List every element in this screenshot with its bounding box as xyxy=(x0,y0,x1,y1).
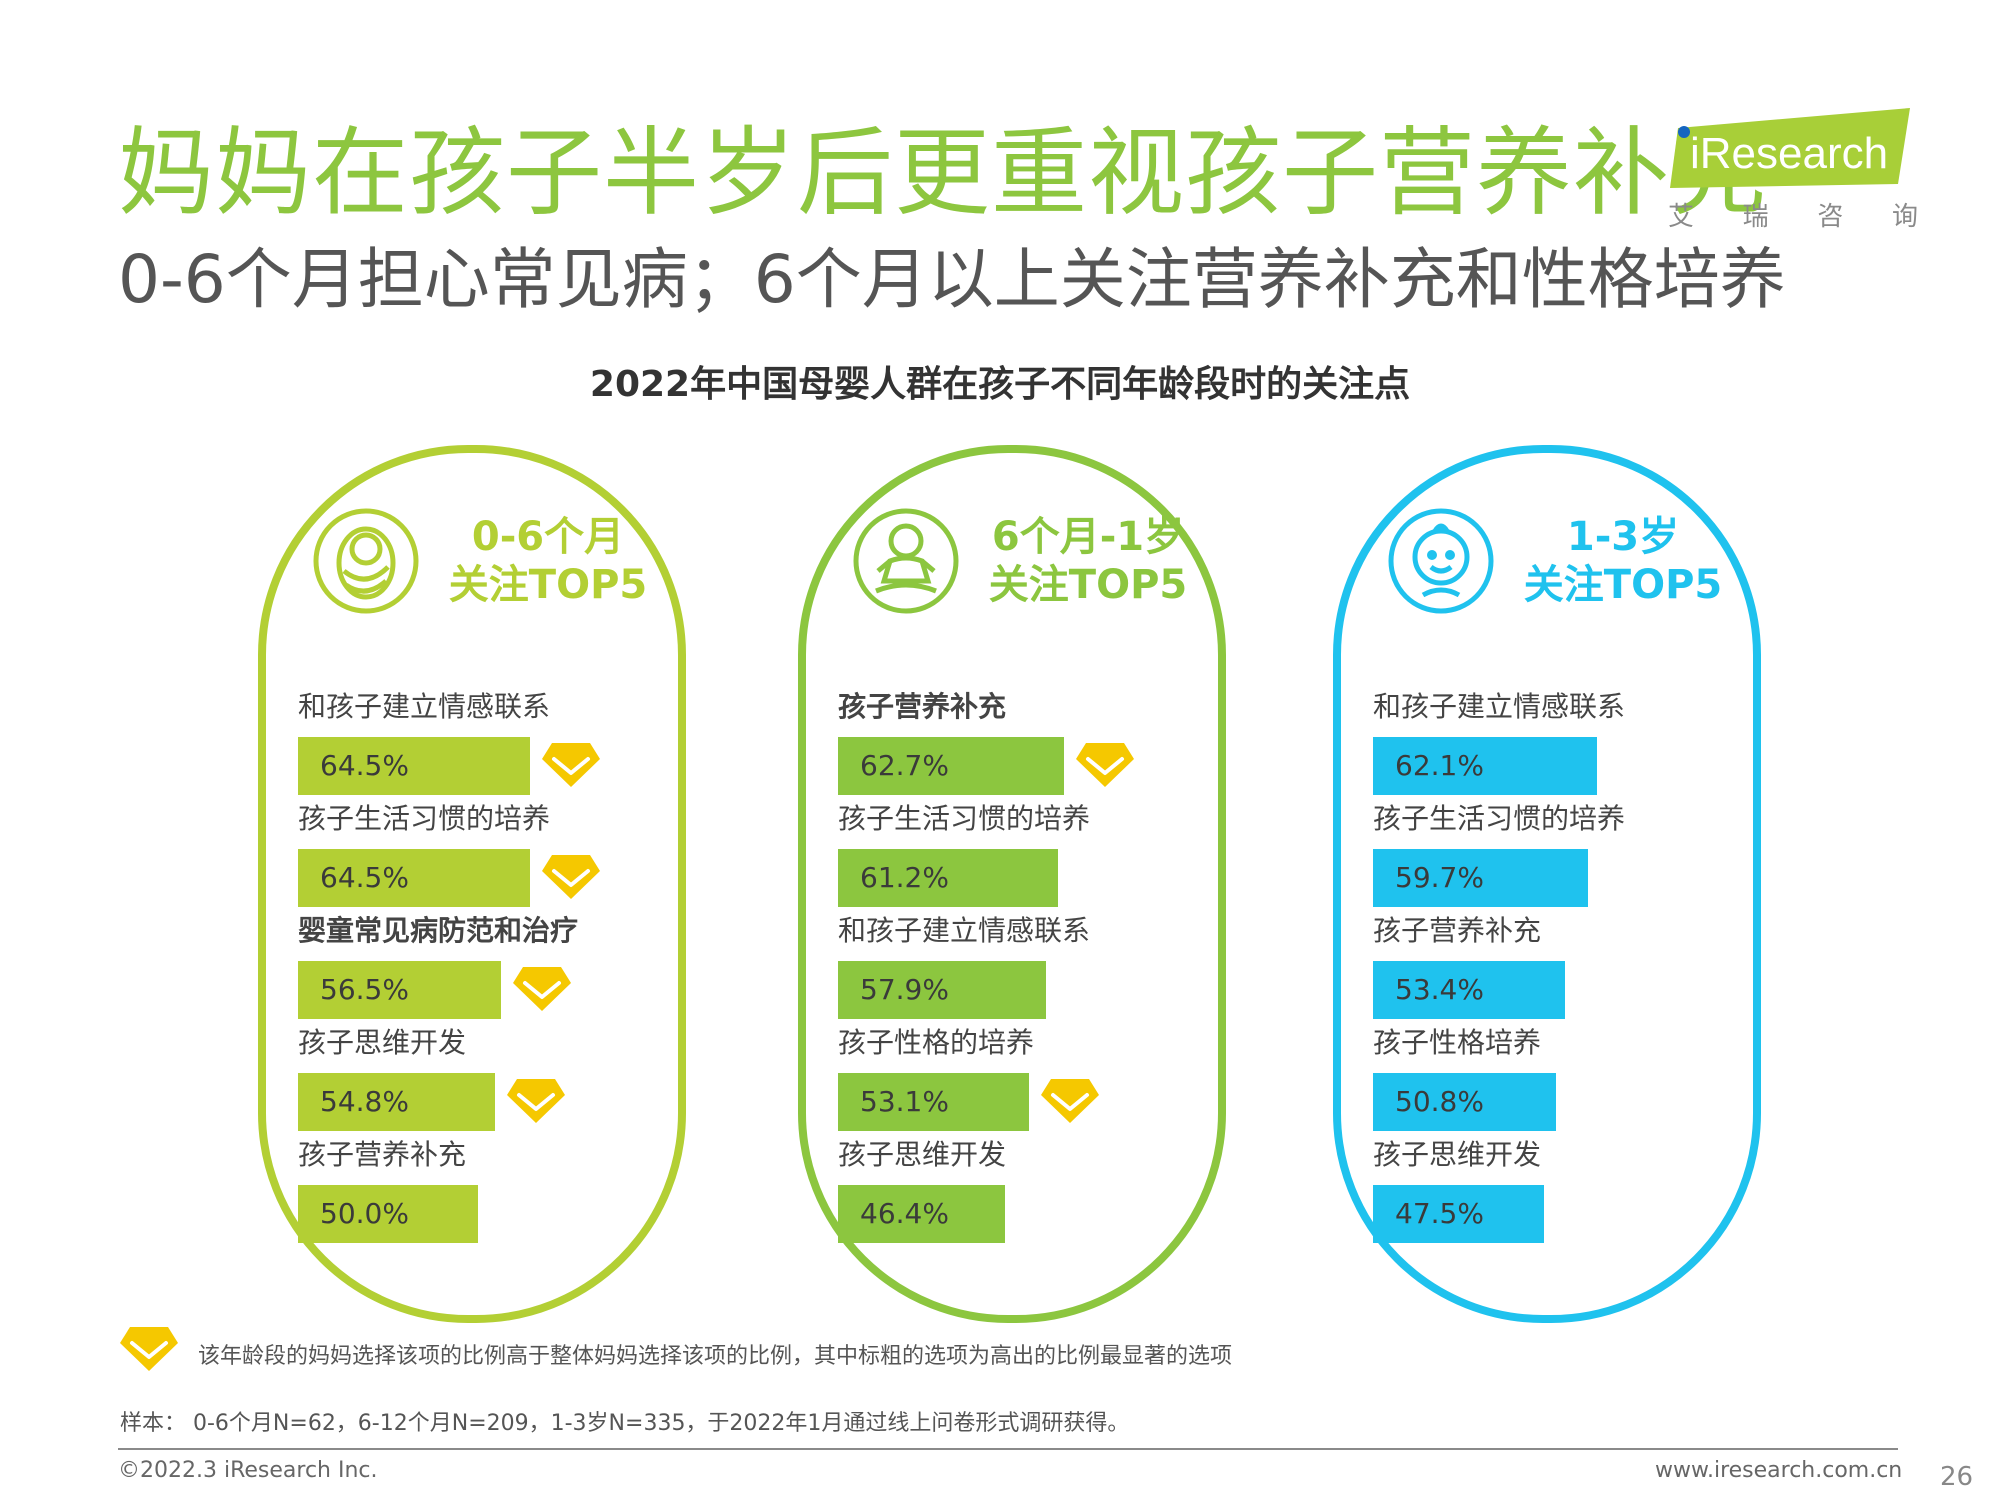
sample-note: 样本： 0-6个月N=62，6-12个月N=209，1-3岁N=335，于202… xyxy=(120,1411,1130,1436)
bar-value-label: 57.9% xyxy=(860,973,949,1006)
panel-top5-label: 关注TOP5 xyxy=(1523,562,1723,608)
panel-0-6-months: 0-6个月 关注TOP5 和孩子建立情感联系 64.5% 孩子生活习惯的培养 64.5… xyxy=(258,445,686,1323)
bar-value-label: 62.1% xyxy=(1395,749,1484,782)
bar-value-label: 64.5% xyxy=(320,749,409,782)
footer-divider xyxy=(118,1448,1898,1450)
swaddled-baby-icon xyxy=(313,508,419,614)
item-label: 和孩子建立情感联系 xyxy=(838,914,1091,947)
bar xyxy=(838,1185,1005,1243)
toddler-face-icon xyxy=(1388,508,1494,614)
bar xyxy=(1373,1185,1544,1243)
item-label: 孩子营养补充 xyxy=(298,1138,467,1171)
highlight-diamond-icon xyxy=(540,853,602,901)
bar xyxy=(1373,961,1565,1019)
panel-6-months-1-year: 6个月-1岁 关注TOP5 孩子营养补充 62.7% 孩子生活习惯的培养 61.2% 和… xyxy=(798,445,1226,1323)
iresearch-logo: iResearch xyxy=(1670,108,1910,188)
item-label: 和孩子建立情感联系 xyxy=(298,690,551,723)
item-label: 孩子营养补充 xyxy=(838,690,1007,723)
panel-border xyxy=(1333,445,1761,1323)
panel-top5-label: 关注TOP5 xyxy=(448,562,648,608)
panel-top5-label: 关注TOP5 xyxy=(988,562,1188,608)
panel-header: 1-3岁 关注TOP5 xyxy=(1513,513,1733,609)
bar xyxy=(298,961,501,1019)
bar xyxy=(838,961,1046,1019)
bar xyxy=(298,1073,495,1131)
bar xyxy=(1373,849,1588,907)
bar xyxy=(838,1073,1029,1131)
item-label: 孩子思维开发 xyxy=(298,1026,467,1059)
copyright: ©2022.3 iResearch Inc. xyxy=(118,1458,378,1483)
logo-char: 瑞 xyxy=(1742,202,1769,232)
bar-value-label: 47.5% xyxy=(1395,1197,1484,1230)
bar-value-label: 56.5% xyxy=(320,973,409,1006)
website-link[interactable]: www.iresearch.com.cn xyxy=(1655,1458,1903,1483)
item-label: 婴童常见病防范和治疗 xyxy=(298,914,579,947)
panel-age-range: 1-3岁 xyxy=(1566,514,1680,560)
panel-age-range: 6个月-1岁 xyxy=(991,514,1185,560)
item-label: 孩子思维开发 xyxy=(838,1138,1007,1171)
page-title: 妈妈在孩子半岁后更重视孩子营养补充 xyxy=(118,117,1767,229)
bar xyxy=(838,737,1064,795)
highlight-diamond-icon xyxy=(540,741,602,789)
bar xyxy=(1373,1073,1556,1131)
panel-border xyxy=(258,445,686,1323)
highlight-diamond-icon xyxy=(1039,1077,1101,1125)
bar-value-label: 53.1% xyxy=(860,1085,949,1118)
bar-value-label: 50.8% xyxy=(1395,1085,1484,1118)
logo-char: 艾 xyxy=(1668,202,1695,232)
item-label: 孩子生活习惯的培养 xyxy=(1373,802,1626,835)
sitting-baby-icon xyxy=(853,508,959,614)
page-subtitle: 0-6个月担心常见病；6个月以上关注营养补充和性格培养 xyxy=(118,241,1786,318)
panel-border xyxy=(798,445,1226,1323)
logo-subtext: 艾 瑞 咨 询 xyxy=(1668,196,1918,233)
highlight-diamond-icon xyxy=(505,1077,567,1125)
item-label: 孩子性格培养 xyxy=(1373,1026,1542,1059)
item-label: 孩子思维开发 xyxy=(1373,1138,1542,1171)
item-label: 孩子生活习惯的培养 xyxy=(838,802,1091,835)
bar xyxy=(298,849,530,907)
bar-value-label: 59.7% xyxy=(1395,861,1484,894)
logo-text: iResearch xyxy=(1690,129,1888,178)
legend-text: 该年龄段的妈妈选择该项的比例高于整体妈妈选择该项的比例，其中标粗的选项为高出的比… xyxy=(198,1344,1233,1369)
panel-header: 0-6个月 关注TOP5 xyxy=(438,513,658,609)
bar-value-label: 46.4% xyxy=(860,1197,949,1230)
bar xyxy=(1373,737,1597,795)
bar-value-label: 54.8% xyxy=(320,1085,409,1118)
bar-value-label: 64.5% xyxy=(320,861,409,894)
highlight-diamond-icon xyxy=(1074,741,1136,789)
bar xyxy=(298,737,530,795)
legend-diamond-icon xyxy=(120,1327,178,1371)
item-label: 和孩子建立情感联系 xyxy=(1373,690,1626,723)
page-number: 26 xyxy=(1940,1462,1974,1492)
bar-value-label: 53.4% xyxy=(1395,973,1484,1006)
panel-header: 6个月-1岁 关注TOP5 xyxy=(978,513,1198,609)
bar-value-label: 50.0% xyxy=(320,1197,409,1230)
panel-age-range: 0-6个月 xyxy=(471,514,625,560)
panel-1-3-years: 1-3岁 关注TOP5 和孩子建立情感联系 62.1% 孩子生活习惯的培养 59.7%… xyxy=(1333,445,1761,1323)
logo-char: 咨 xyxy=(1817,202,1844,232)
bar xyxy=(838,849,1058,907)
chart-title: 2022年中国母婴人群在孩子不同年龄段时的关注点 xyxy=(589,364,1411,405)
bar-value-label: 62.7% xyxy=(860,749,949,782)
item-label: 孩子营养补充 xyxy=(1373,914,1542,947)
item-label: 孩子生活习惯的培养 xyxy=(298,802,551,835)
item-label: 孩子性格的培养 xyxy=(838,1026,1035,1059)
bar xyxy=(298,1185,478,1243)
bar-value-label: 61.2% xyxy=(860,861,949,894)
logo-char: 询 xyxy=(1891,202,1918,232)
highlight-diamond-icon xyxy=(511,965,573,1013)
